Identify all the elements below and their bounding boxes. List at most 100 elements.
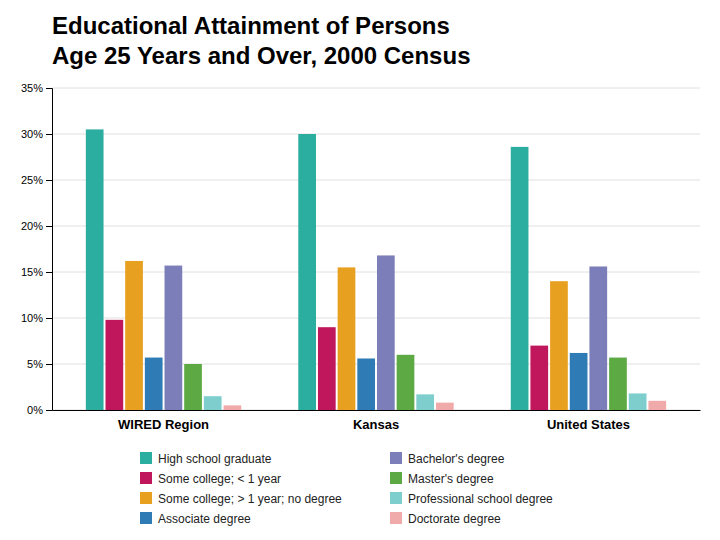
y-tick-mark — [46, 180, 52, 181]
bar — [357, 358, 375, 410]
bar-series — [224, 401, 667, 410]
y-axis: 0% 5% 10% 15% 20% 25% 30% 35% — [21, 82, 53, 416]
legend-swatch — [390, 472, 402, 484]
bar — [318, 327, 336, 410]
legend-label: Master's degree — [408, 472, 494, 486]
bar — [550, 281, 568, 410]
title: Educational Attainment of Persons — [52, 12, 450, 39]
legend-label: High school graduate — [158, 452, 272, 466]
chart: Educational Attainment of Persons Age 25 … — [0, 0, 720, 540]
bar-series — [145, 353, 588, 410]
y-axis-line — [46, 89, 53, 411]
bar — [145, 358, 163, 410]
subtitle: Age 25 Years and Over, 2000 Census — [52, 42, 470, 69]
bar-series — [86, 129, 529, 410]
bars — [86, 129, 666, 410]
legend-label: Bachelor's degree — [408, 452, 505, 466]
bar — [86, 129, 104, 410]
grid-line — [52, 134, 700, 135]
bar-series — [204, 393, 647, 410]
legend-swatch — [140, 472, 152, 484]
grid — [52, 88, 700, 410]
legend-label: Doctorate degree — [408, 512, 501, 526]
grid-line — [52, 88, 700, 89]
y-tick-label: 0% — [27, 404, 43, 416]
legend-item: Some college; > 1 year; no degree — [140, 492, 342, 506]
legend-item: High school graduate — [140, 452, 272, 466]
legend-swatch — [140, 452, 152, 464]
bar — [530, 346, 548, 410]
x-axis: WIRED Region Kansas United States — [53, 411, 701, 432]
bar — [436, 403, 454, 410]
grid-line — [52, 180, 700, 181]
grid-line — [52, 226, 700, 227]
legend: High school graduate Some college; < 1 ye… — [140, 452, 553, 526]
y-tick-label: 15% — [21, 266, 43, 278]
bar — [629, 393, 647, 410]
legend-label: Some college; < 1 year — [158, 472, 281, 486]
bar — [165, 266, 183, 410]
y-tick-label: 20% — [21, 220, 43, 232]
bar — [338, 267, 356, 410]
bar — [184, 364, 202, 410]
legend-item: Some college; < 1 year — [140, 472, 281, 486]
bar — [416, 394, 434, 410]
legend-item: Associate degree — [140, 512, 251, 526]
bar-series — [184, 355, 627, 410]
y-tick-label: 30% — [21, 128, 43, 140]
y-tick: 35% — [21, 82, 52, 94]
y-tick: 30% — [21, 128, 52, 140]
bar-series — [125, 261, 568, 410]
y-tick-mark — [46, 272, 52, 273]
legend-item: Bachelor's degree — [390, 452, 505, 466]
x-tick-label: Kansas — [353, 417, 399, 432]
legend-swatch — [140, 512, 152, 524]
legend-item: Professional school degree — [390, 492, 553, 506]
bar — [298, 134, 316, 410]
legend-label: Some college; > 1 year; no degree — [158, 492, 342, 506]
legend-swatch — [390, 512, 402, 524]
legend-item: Doctorate degree — [390, 512, 501, 526]
y-tick-mark — [46, 134, 52, 135]
y-tick: 10% — [21, 312, 52, 324]
bar — [589, 266, 607, 410]
bar — [397, 355, 415, 410]
bar — [609, 358, 627, 410]
y-tick-mark — [46, 226, 52, 227]
y-tick: 0% — [27, 404, 52, 416]
legend-item: Master's degree — [390, 472, 494, 486]
legend-swatch — [390, 452, 402, 464]
legend-swatch — [140, 492, 152, 504]
bar-series — [165, 255, 608, 410]
y-tick-mark — [46, 318, 52, 319]
y-tick: 5% — [27, 358, 52, 370]
x-tick: United States — [547, 417, 630, 432]
y-tick-mark — [46, 88, 52, 89]
legend-label: Professional school degree — [408, 492, 553, 506]
legend-label: Associate degree — [158, 512, 251, 526]
y-tick: 15% — [21, 266, 52, 278]
x-tick: WIRED Region — [118, 417, 209, 432]
bar — [570, 353, 588, 410]
x-tick: Kansas — [353, 417, 399, 432]
bar — [224, 405, 242, 410]
y-tick: 25% — [21, 174, 52, 186]
y-tick-label: 25% — [21, 174, 43, 186]
bar — [204, 396, 222, 410]
bar — [377, 255, 395, 410]
y-tick-label: 5% — [27, 358, 43, 370]
y-tick-label: 10% — [21, 312, 43, 324]
bar — [106, 320, 124, 410]
y-tick-label: 35% — [21, 82, 43, 94]
y-tick: 20% — [21, 220, 52, 232]
y-tick-mark — [46, 364, 52, 365]
y-tick-mark — [46, 410, 52, 411]
bar — [648, 401, 666, 410]
legend-swatch — [390, 492, 402, 504]
x-axis-line — [53, 410, 701, 411]
bar — [125, 261, 143, 410]
x-tick-label: United States — [547, 417, 630, 432]
plot: 0% 5% 10% 15% 20% 25% 30% 35% WIRED Region Kansas… — [21, 82, 701, 432]
bar — [511, 147, 529, 410]
x-tick-label: WIRED Region — [118, 417, 209, 432]
